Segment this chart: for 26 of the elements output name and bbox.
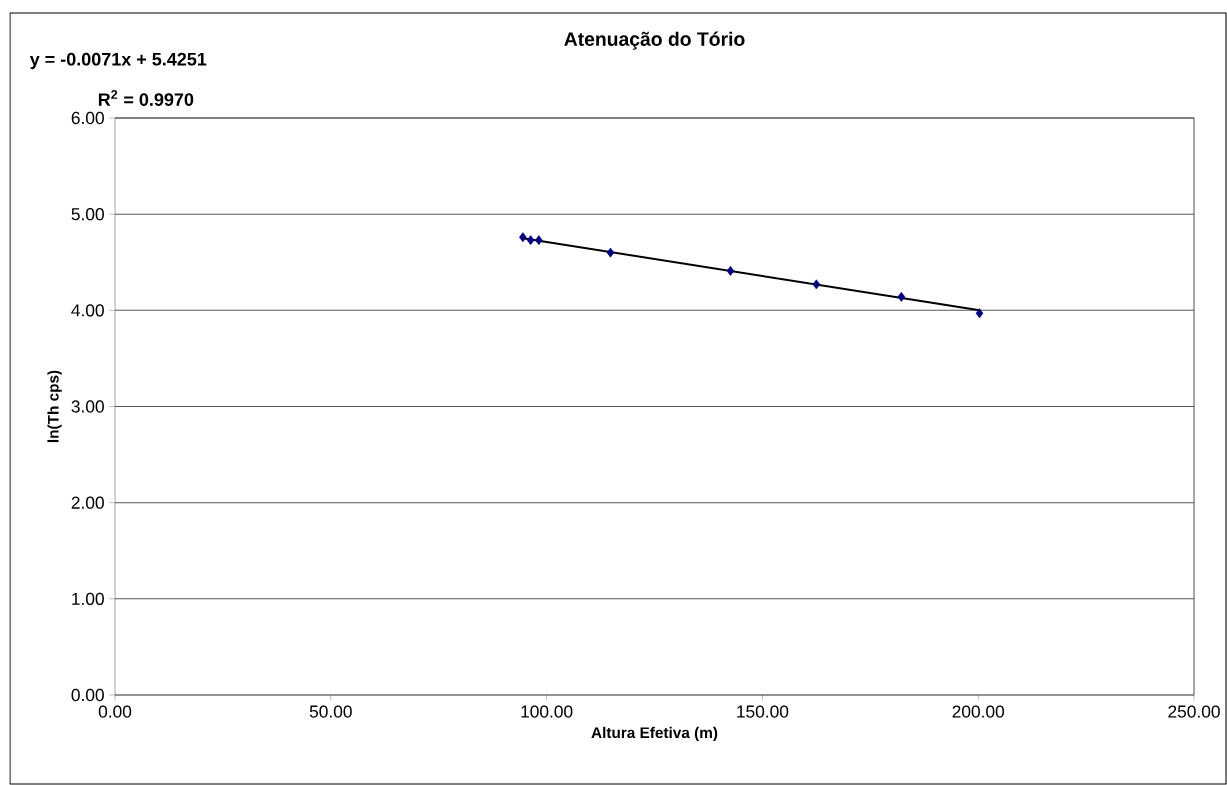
y-tick-label: 6.00 xyxy=(71,111,104,125)
point xyxy=(526,235,535,246)
text: y = -0.0071x + 5.4251 xyxy=(29,52,207,70)
x-tick-label: 50.00 xyxy=(309,705,352,718)
y-tick-label: 2.00 xyxy=(71,496,104,509)
x-tick-label: 150.00 xyxy=(737,705,789,718)
y-axis-title: ln(Th cps) xyxy=(47,370,62,443)
point xyxy=(606,247,615,258)
chart-title: Atenuação do Tório xyxy=(564,31,745,50)
x-tick-label: 250.00 xyxy=(1168,705,1220,718)
y-tick-label: 5.00 xyxy=(71,208,104,221)
text: R$^{2}$ = 0.9970 xyxy=(98,90,194,106)
point xyxy=(812,279,821,290)
y-tick-label: 4.00 xyxy=(71,304,104,317)
point xyxy=(897,291,906,302)
point xyxy=(535,235,543,246)
y-tick-label: 3.00 xyxy=(71,400,104,413)
x-axis-title: Altura Efetiva (m) xyxy=(591,726,718,742)
x-tick-label: 100.00 xyxy=(521,705,573,718)
y-tick-label: 1.00 xyxy=(72,592,104,605)
x-tick-label: 200.00 xyxy=(952,705,1005,718)
y-tick-label: 0.00 xyxy=(71,688,104,702)
x-tick-label: 0.00 xyxy=(98,705,132,718)
point xyxy=(519,232,527,243)
point xyxy=(726,265,735,276)
point xyxy=(975,308,984,319)
